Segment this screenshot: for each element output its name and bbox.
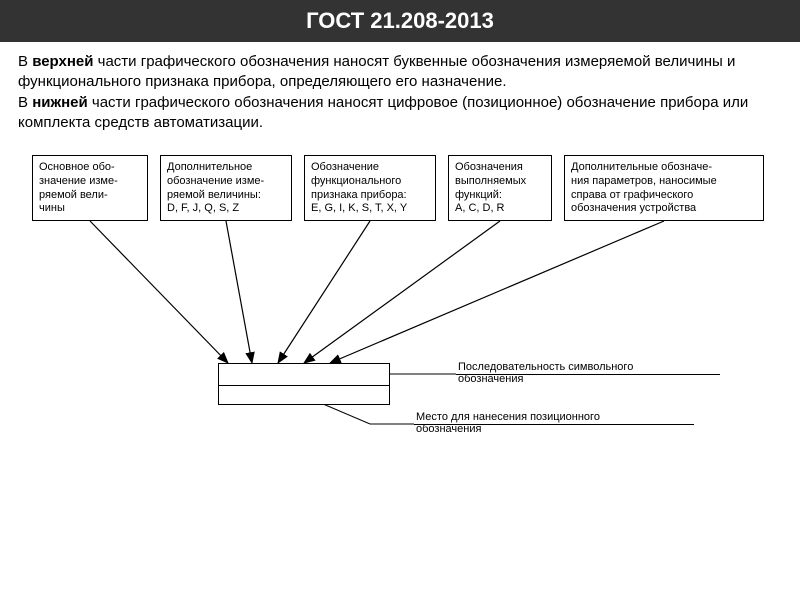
- diagram-box-b2: Дополнительное обозначение изме- ряемой …: [160, 155, 292, 221]
- p2-bold: нижней: [32, 94, 88, 111]
- p1-rest: части графического обозначения наносят б…: [18, 53, 735, 90]
- header-title: ГОСТ 21.208-2013: [306, 8, 494, 33]
- annotation-underline-a2: [414, 424, 694, 425]
- p1-prefix: В: [18, 53, 32, 70]
- diagram-area: Основное обо- значение изме- ряемой вели…: [20, 145, 780, 475]
- annotation-underline-a1: [456, 374, 720, 375]
- p1-bold: верхней: [32, 53, 93, 70]
- diagram-box-b1: Основное обо- значение изме- ряемой вели…: [32, 155, 148, 221]
- diagram-box-b5: Дополнительные обозначе- ния параметров,…: [564, 155, 764, 221]
- target-divider: [219, 385, 389, 386]
- p2-prefix: В: [18, 94, 32, 111]
- annotation-a1: Последовательность символьного обозначен…: [458, 361, 718, 385]
- diagram-box-b4: Обозначения выполняемых функций: A, C, D…: [448, 155, 552, 221]
- intro-paragraph-1: В верхней части графического обозначения…: [18, 52, 782, 93]
- p2-rest: части графического обозначения наносят ц…: [18, 94, 748, 131]
- page-header: ГОСТ 21.208-2013: [0, 0, 800, 42]
- annotation-a2: Место для нанесения позиционного обознач…: [416, 411, 696, 435]
- diagram-box-b3: Обозначение функционального признака при…: [304, 155, 436, 221]
- target-symbol: [218, 363, 390, 405]
- intro-paragraph-2: В нижней части графического обозначения …: [18, 93, 782, 134]
- intro-text: В верхней части графического обозначения…: [0, 42, 800, 139]
